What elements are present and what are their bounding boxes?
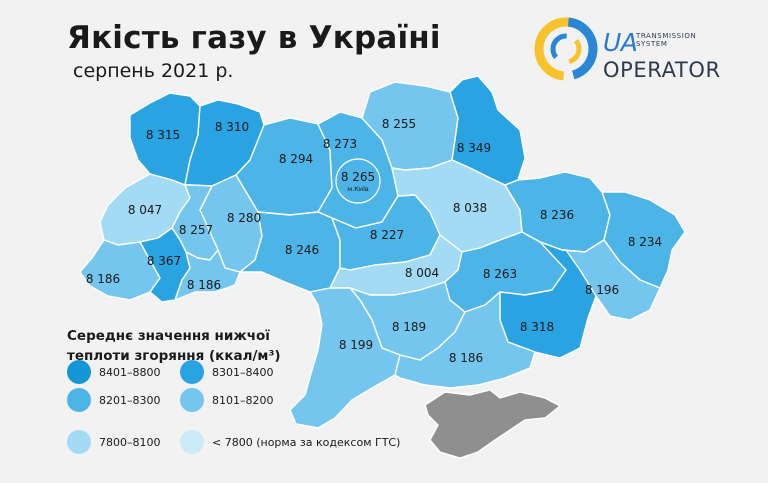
- legend-swatch: [67, 360, 91, 384]
- legend-item: 8101–8200: [180, 388, 274, 412]
- region-value-label: 8 255: [382, 117, 416, 131]
- legend-label: 8101–8200: [212, 393, 274, 407]
- legend-item: 8401–8800: [67, 360, 161, 384]
- region-value-label: 8 280: [227, 211, 261, 225]
- legend-label: 8201–8300: [99, 393, 161, 407]
- legend-swatch: [180, 388, 204, 412]
- legend-item: 8301–8400: [180, 360, 274, 384]
- logo-ring-icon: [534, 17, 598, 81]
- region-value-label: 8 199: [339, 338, 373, 352]
- legend-item: < 7800 (норма за кодексом ГТС): [180, 430, 400, 454]
- map-subtitle: серпень 2021 р.: [73, 60, 234, 82]
- region-value-label: 8 257: [179, 223, 213, 237]
- kyiv-city-label: м.Київ: [347, 185, 369, 193]
- kyiv-city-value: 8 265: [341, 170, 375, 184]
- region-value-label: 8 263: [483, 267, 517, 281]
- legend-item: 7800–8100: [67, 430, 161, 454]
- logo-ts-line2: SYSTEM: [636, 40, 668, 48]
- region-value-label: 8 227: [370, 228, 404, 242]
- region-zaporizka: [561, 239, 661, 321]
- legend-label: 7800–8100: [99, 435, 161, 449]
- region-value-label: 8 038: [453, 201, 487, 215]
- region-value-label: 8 273: [323, 137, 357, 151]
- crimea: [424, 389, 561, 459]
- legend-label: 8401–8800: [99, 365, 161, 379]
- legend-swatch: [67, 388, 91, 412]
- logo-ts-line1: TRANSMISSION: [636, 32, 697, 40]
- logo-ua-text: UA: [603, 28, 638, 57]
- region-value-label: 8 315: [146, 128, 180, 142]
- region-value-label: 8 246: [285, 243, 319, 257]
- region-odeska: [289, 287, 401, 429]
- region-khersonska: [394, 291, 536, 389]
- region-value-label: 8 234: [628, 235, 662, 249]
- region-value-label: 8 004: [405, 266, 439, 280]
- region-value-label: 8 186: [187, 278, 221, 292]
- legend-swatch: [67, 430, 91, 454]
- legend-item: 8201–8300: [67, 388, 161, 412]
- region-value-label: 8 186: [86, 272, 120, 286]
- region-value-label: 8 349: [457, 141, 491, 155]
- region-labels: 8 315 8 310 8 294 8 273 8 255 8 349 8 047 8 280…: [86, 117, 662, 365]
- legend-swatch: [180, 430, 204, 454]
- kyiv-city-marker: [335, 158, 381, 204]
- region-value-label: 8 367: [147, 254, 181, 268]
- regions-layer: [79, 75, 686, 459]
- legend-label: 8301–8400: [212, 365, 274, 379]
- region-value-label: 8 236: [540, 208, 574, 222]
- region-value-label: 8 318: [520, 320, 554, 334]
- legend-title: Середнє значення нижчої теплоти згоряння…: [67, 328, 281, 364]
- logo-operator-text: OPERATOR: [603, 58, 721, 82]
- region-chernivetska: [174, 249, 241, 301]
- region-value-label: 8 310: [215, 120, 249, 134]
- region-value-label: 8 189: [392, 320, 426, 334]
- map-title: Якість газу в Україні: [67, 20, 441, 56]
- legend-swatch: [180, 360, 204, 384]
- logo-ts-text: TRANSMISSION SYSTEM: [636, 32, 716, 48]
- company-logo: UA TRANSMISSION SYSTEM OPERATOR: [532, 14, 742, 84]
- legend-label: < 7800 (норма за кодексом ГТС): [212, 435, 401, 449]
- region-value-label: 8 294: [279, 152, 313, 166]
- region-value-label: 8 196: [585, 283, 619, 297]
- kyiv-city-circle: [335, 158, 381, 204]
- region-value-label: 8 047: [128, 203, 162, 217]
- region-value-label: 8 186: [449, 351, 483, 365]
